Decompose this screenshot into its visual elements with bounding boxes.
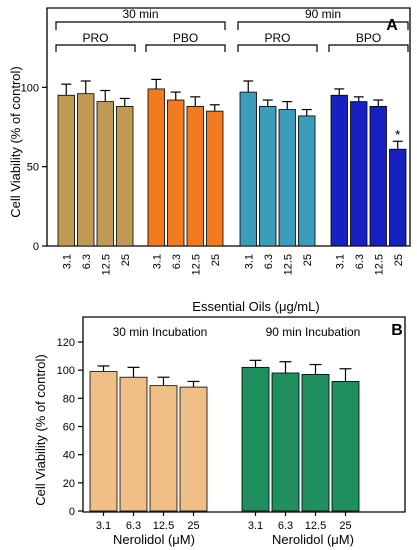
panel-b-label: B: [391, 322, 403, 339]
panel-a-y-tick-label: 0: [33, 241, 39, 253]
panel-b-bar-2-3: [301, 373, 330, 512]
panel-b-y-axis-label: Cell Viability (% of control): [33, 354, 48, 505]
panel-a-x-tick-label: 12.5: [282, 254, 294, 275]
panel-a-x-tick-label: 25: [393, 254, 405, 266]
panel-b-x-tick-label: 6.3: [126, 520, 141, 532]
panel-b-x-tick-label: 25: [339, 520, 351, 532]
panel-a-bar-2-2: [167, 99, 185, 247]
panel-a-time-bracket: [237, 21, 409, 30]
panel-a-tick-labels: 0 50 100 3.1 6.3 12.5 25 3.1 6.3 12.5 25 3.1 6.3 12.5…: [21, 82, 405, 275]
panel-a-group-name: BPO: [356, 31, 381, 45]
panel-b-group-1-x-axis-label: Nerolidol (μM): [113, 532, 195, 547]
panel-b-bar-2-4: [331, 381, 360, 512]
panel-b-y-tick-label: 40: [63, 450, 75, 462]
panel-a-y-tick-label: 100: [21, 82, 39, 94]
panel-a-bar-4-1: [330, 94, 348, 247]
panel-b-y-tick-label: 20: [63, 478, 75, 490]
panel-b-axes: [78, 316, 406, 516]
panel-a-x-tick-label: 6.3: [81, 254, 93, 269]
panel-a-x-tick-label: 3.1: [151, 254, 163, 269]
panel-a-bars: *: [57, 78, 407, 247]
panel-a-x-tick-label: 25: [120, 254, 132, 266]
panel-b-bar-2-2: [271, 372, 300, 512]
panel-b-bar-1-4: [179, 386, 208, 512]
panel-b-frame: [82, 316, 406, 513]
panel-a-bar-3-2: [259, 105, 277, 247]
panel-a-x-tick-label: 6.3: [354, 254, 366, 269]
panel-a-bar-4-4: [389, 148, 407, 247]
panel-a-time-label: 90 min: [305, 7, 341, 21]
panel-a-bar-1-4: [116, 105, 134, 247]
panel-a-label: A: [386, 17, 398, 34]
panel-a-y-tick-label: 50: [27, 162, 39, 174]
panel-b-bar-1-3: [149, 385, 178, 512]
panel-a-bar-4-3: [369, 105, 387, 247]
panel-b-x-tick-label: 6.3: [278, 520, 293, 532]
panel-a-bar-1-3: [96, 101, 114, 247]
panel-a-time-bracket: [55, 21, 226, 30]
panel-a-group-name: PBO: [173, 31, 198, 45]
panel-a-group-name: PRO: [264, 31, 290, 45]
panel-a-bar-4-2: [350, 101, 368, 247]
panel-a-x-axis-label: Essential Oils (μg/mL): [192, 299, 319, 314]
panel-a-group-bracket: [237, 44, 318, 52]
panel-a-chart: PRO PBO PRO BPO 30 min 90 min * 0 50 100 3.1 6.3 1…: [8, 7, 411, 314]
panel-a-group-bracket: [55, 44, 136, 52]
panel-b-group-1-title: 30 min Incubation: [113, 325, 208, 339]
panel-a-x-tick-label: 3.1: [61, 254, 73, 269]
panel-b-x-tick-label: 3.1: [96, 520, 111, 532]
panel-a-bar-1-1: [57, 94, 75, 247]
panel-a-x-tick-label: 6.3: [171, 254, 183, 269]
panel-a-bar-2-1: [147, 88, 165, 247]
panel-b-bars: [89, 359, 360, 512]
panel-a-x-tick-label: 12.5: [190, 254, 202, 275]
panel-b-y-tick-label: 0: [69, 506, 75, 518]
panel-a-x-tick-label: 25: [302, 254, 314, 266]
panel-a-bar-2-3: [186, 105, 204, 247]
panel-a-group-bracket: [328, 44, 409, 52]
panel-a-group-name: PRO: [82, 31, 108, 45]
panel-a-y-axis-label: Cell Viability (% of control): [8, 66, 23, 217]
panel-a-bar-3-1: [239, 91, 257, 247]
panel-a-bar-2-4: [206, 110, 224, 247]
panel-a-axes: [42, 7, 411, 247]
panel-a-x-tick-label: 25: [210, 254, 222, 266]
panel-a-x-tick-label: 12.5: [100, 254, 112, 275]
panel-b-x-tick-label: 3.1: [248, 520, 263, 532]
panel-a-significance-mark: *: [395, 126, 401, 142]
panel-a-x-tick-label: 12.5: [373, 254, 385, 275]
panel-b-y-tick-label: 80: [63, 393, 75, 405]
panel-a-bar-3-4: [298, 115, 316, 247]
panel-b-y-tick-label: 100: [57, 365, 75, 377]
panel-a-x-tick-label: 6.3: [263, 254, 275, 269]
panel-a-bar-1-2: [77, 93, 95, 247]
panel-a-time-label: 30 min: [122, 7, 158, 21]
panel-b-x-tick-label: 12.5: [153, 520, 174, 532]
panel-a-bar-3-3: [278, 109, 296, 247]
panel-b-x-tick-label: 12.5: [305, 520, 326, 532]
panel-b-bar-1-1: [89, 371, 118, 512]
panel-b-y-tick-label: 120: [57, 337, 75, 349]
panel-b-x-tick-label: 25: [187, 520, 199, 532]
panel-b-group-2-title: 90 min Incubation: [266, 325, 361, 339]
panel-a-x-tick-label: 3.1: [243, 254, 255, 269]
panel-a-group-brackets: PRO PBO PRO BPO 30 min 90 min: [55, 7, 409, 52]
panel-b-bar-2-1: [241, 366, 270, 512]
panel-a-group-bracket: [145, 44, 226, 52]
panel-a-x-tick-label: 3.1: [334, 254, 346, 269]
panel-b-tick-labels: 0 20 40 60 80 100 120 3.1 6.3 12.5 25 3.1 6.3 12.5 25: [57, 337, 352, 532]
panel-b-group-2-x-axis-label: Nerolidol (μM): [272, 532, 354, 547]
panel-b-bar-1-2: [119, 376, 148, 512]
panel-b-y-tick-label: 60: [63, 422, 75, 434]
